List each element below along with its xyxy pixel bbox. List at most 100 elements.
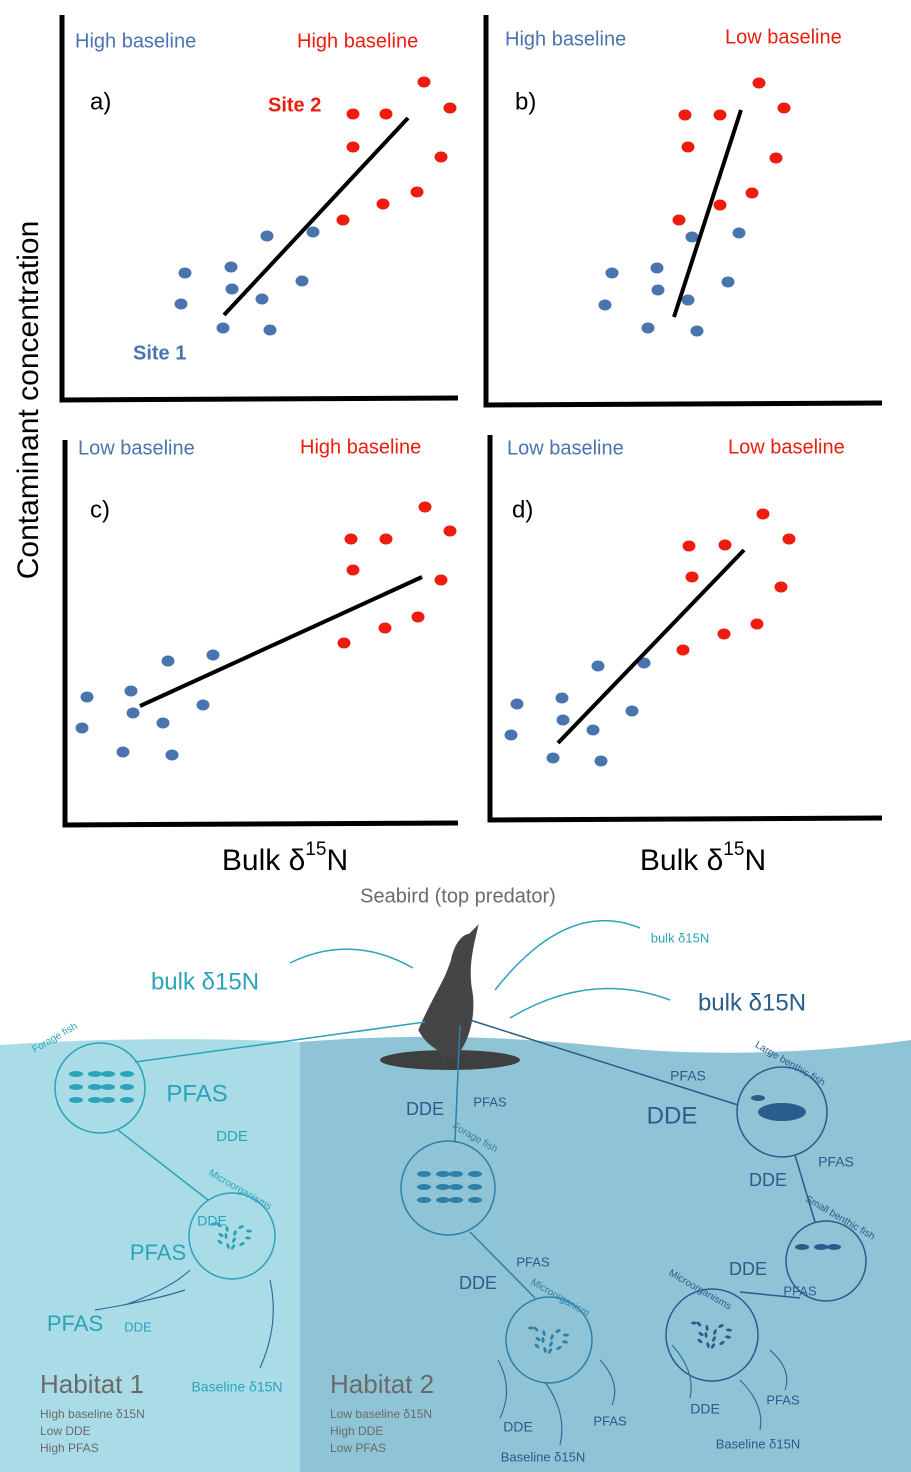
predator-label: Seabird (top predator) (360, 885, 556, 907)
microbe-icon (691, 1322, 697, 1325)
site-2-point (345, 534, 358, 545)
fish-icon (814, 1244, 828, 1250)
fish-icon (417, 1197, 431, 1203)
figure: Contaminant concentration Bulk δ15N Bulk… (0, 0, 911, 1472)
site-2-point (412, 612, 425, 623)
site-1-point (217, 323, 230, 334)
flow-label: DDE (406, 1099, 444, 1119)
fish-icon (101, 1097, 115, 1103)
site-2-point (775, 582, 788, 593)
flow-label: PFAS (670, 1068, 706, 1084)
site-2-point (435, 152, 448, 163)
flow-label: DDE (216, 1128, 248, 1145)
fish-icon (758, 1103, 806, 1121)
site-1-point (175, 299, 188, 310)
flow-label: DDE (124, 1319, 152, 1334)
site-2-point (347, 142, 360, 153)
fish-icon (120, 1071, 134, 1077)
flow-label: DDE (690, 1401, 720, 1417)
fish-icon (120, 1084, 134, 1090)
x-axis-title: Bulk δ15N (640, 839, 766, 877)
site-1-point (682, 295, 695, 306)
site-2-point (770, 153, 783, 164)
site-1-point (117, 747, 130, 758)
site-2-point (751, 619, 764, 630)
site-1-baseline: High baseline (505, 28, 626, 50)
axes (65, 440, 458, 825)
site-2-point (411, 187, 424, 198)
fish-icon (101, 1071, 115, 1077)
habitat-note: Low PFAS (330, 1441, 386, 1455)
panel-label: a) (90, 88, 111, 115)
fish-icon (417, 1171, 431, 1177)
site-2-point (714, 200, 727, 211)
fish-icon (795, 1244, 809, 1250)
site-2-point (714, 110, 727, 121)
habitat-title: Habitat 1 (40, 1369, 144, 1399)
fish-icon (468, 1171, 482, 1177)
site-1-point (81, 692, 94, 703)
regression-line (224, 118, 408, 315)
site-1-point (651, 263, 664, 274)
flow-label: Baseline δ15N (191, 1379, 282, 1395)
site-1-point (162, 656, 175, 667)
fish-icon (827, 1244, 841, 1250)
site-2-point (746, 188, 759, 199)
site-1-point (225, 262, 238, 273)
site-2-point (686, 572, 699, 583)
fish-icon (449, 1197, 463, 1203)
site-1-point (592, 661, 605, 672)
site-1-point (733, 228, 746, 239)
site-1-point (197, 700, 210, 711)
site-2-point (377, 199, 390, 210)
site-1-point (652, 285, 665, 296)
isotope-label: bulk δ15N (651, 930, 710, 945)
site-2-point (673, 215, 686, 226)
site-1-point (511, 699, 524, 710)
site-2-point (444, 103, 457, 114)
site-1-point (626, 706, 639, 717)
site-1-label: Site 1 (133, 342, 186, 364)
isotope-arrow (290, 949, 413, 968)
site-2-point (718, 629, 731, 640)
site-1-point (179, 268, 192, 279)
habitat-note: High PFAS (40, 1441, 99, 1455)
site-1-point (606, 268, 619, 279)
isotope-arrow (495, 921, 640, 990)
site-2-point (347, 109, 360, 120)
fish-icon (120, 1097, 134, 1103)
site-1-point (256, 294, 269, 305)
flow-label: Baseline δ15N (501, 1449, 586, 1464)
site-1-point (157, 718, 170, 729)
microbe-icon (528, 1327, 534, 1330)
site-2-point (419, 502, 432, 513)
site-1-point (691, 326, 704, 337)
site-1-point (76, 723, 89, 734)
regression-line (558, 550, 744, 743)
flow-label: PFAS (766, 1392, 800, 1407)
flow-label: Baseline δ15N (716, 1436, 801, 1451)
habitat-note: High DDE (330, 1424, 383, 1438)
fish-icon (751, 1095, 765, 1101)
flow-label: PFAS (130, 1240, 186, 1265)
regression-line (140, 577, 422, 706)
fish-icon (436, 1184, 450, 1190)
site-1-point (125, 686, 138, 697)
site-2-point (677, 645, 690, 656)
habitat-note: Low baseline δ15N (330, 1407, 432, 1421)
site-2-point (435, 575, 448, 586)
flow-label: PFAS (593, 1413, 627, 1428)
site-1-point (264, 325, 277, 336)
site-2-point (380, 109, 393, 120)
panel-label: d) (512, 496, 533, 523)
site-2-baseline: High baseline (297, 30, 418, 52)
site-2-label: Site 2 (268, 94, 321, 116)
flow-label: PFAS (166, 1080, 227, 1107)
site-1-point (595, 756, 608, 767)
site-2-point (337, 215, 350, 226)
flow-label: DDE (503, 1419, 533, 1435)
site-1-point (207, 650, 220, 661)
isotope-arrow (510, 988, 670, 1018)
flow-label: PFAS (516, 1254, 550, 1269)
fish-icon (436, 1171, 450, 1177)
